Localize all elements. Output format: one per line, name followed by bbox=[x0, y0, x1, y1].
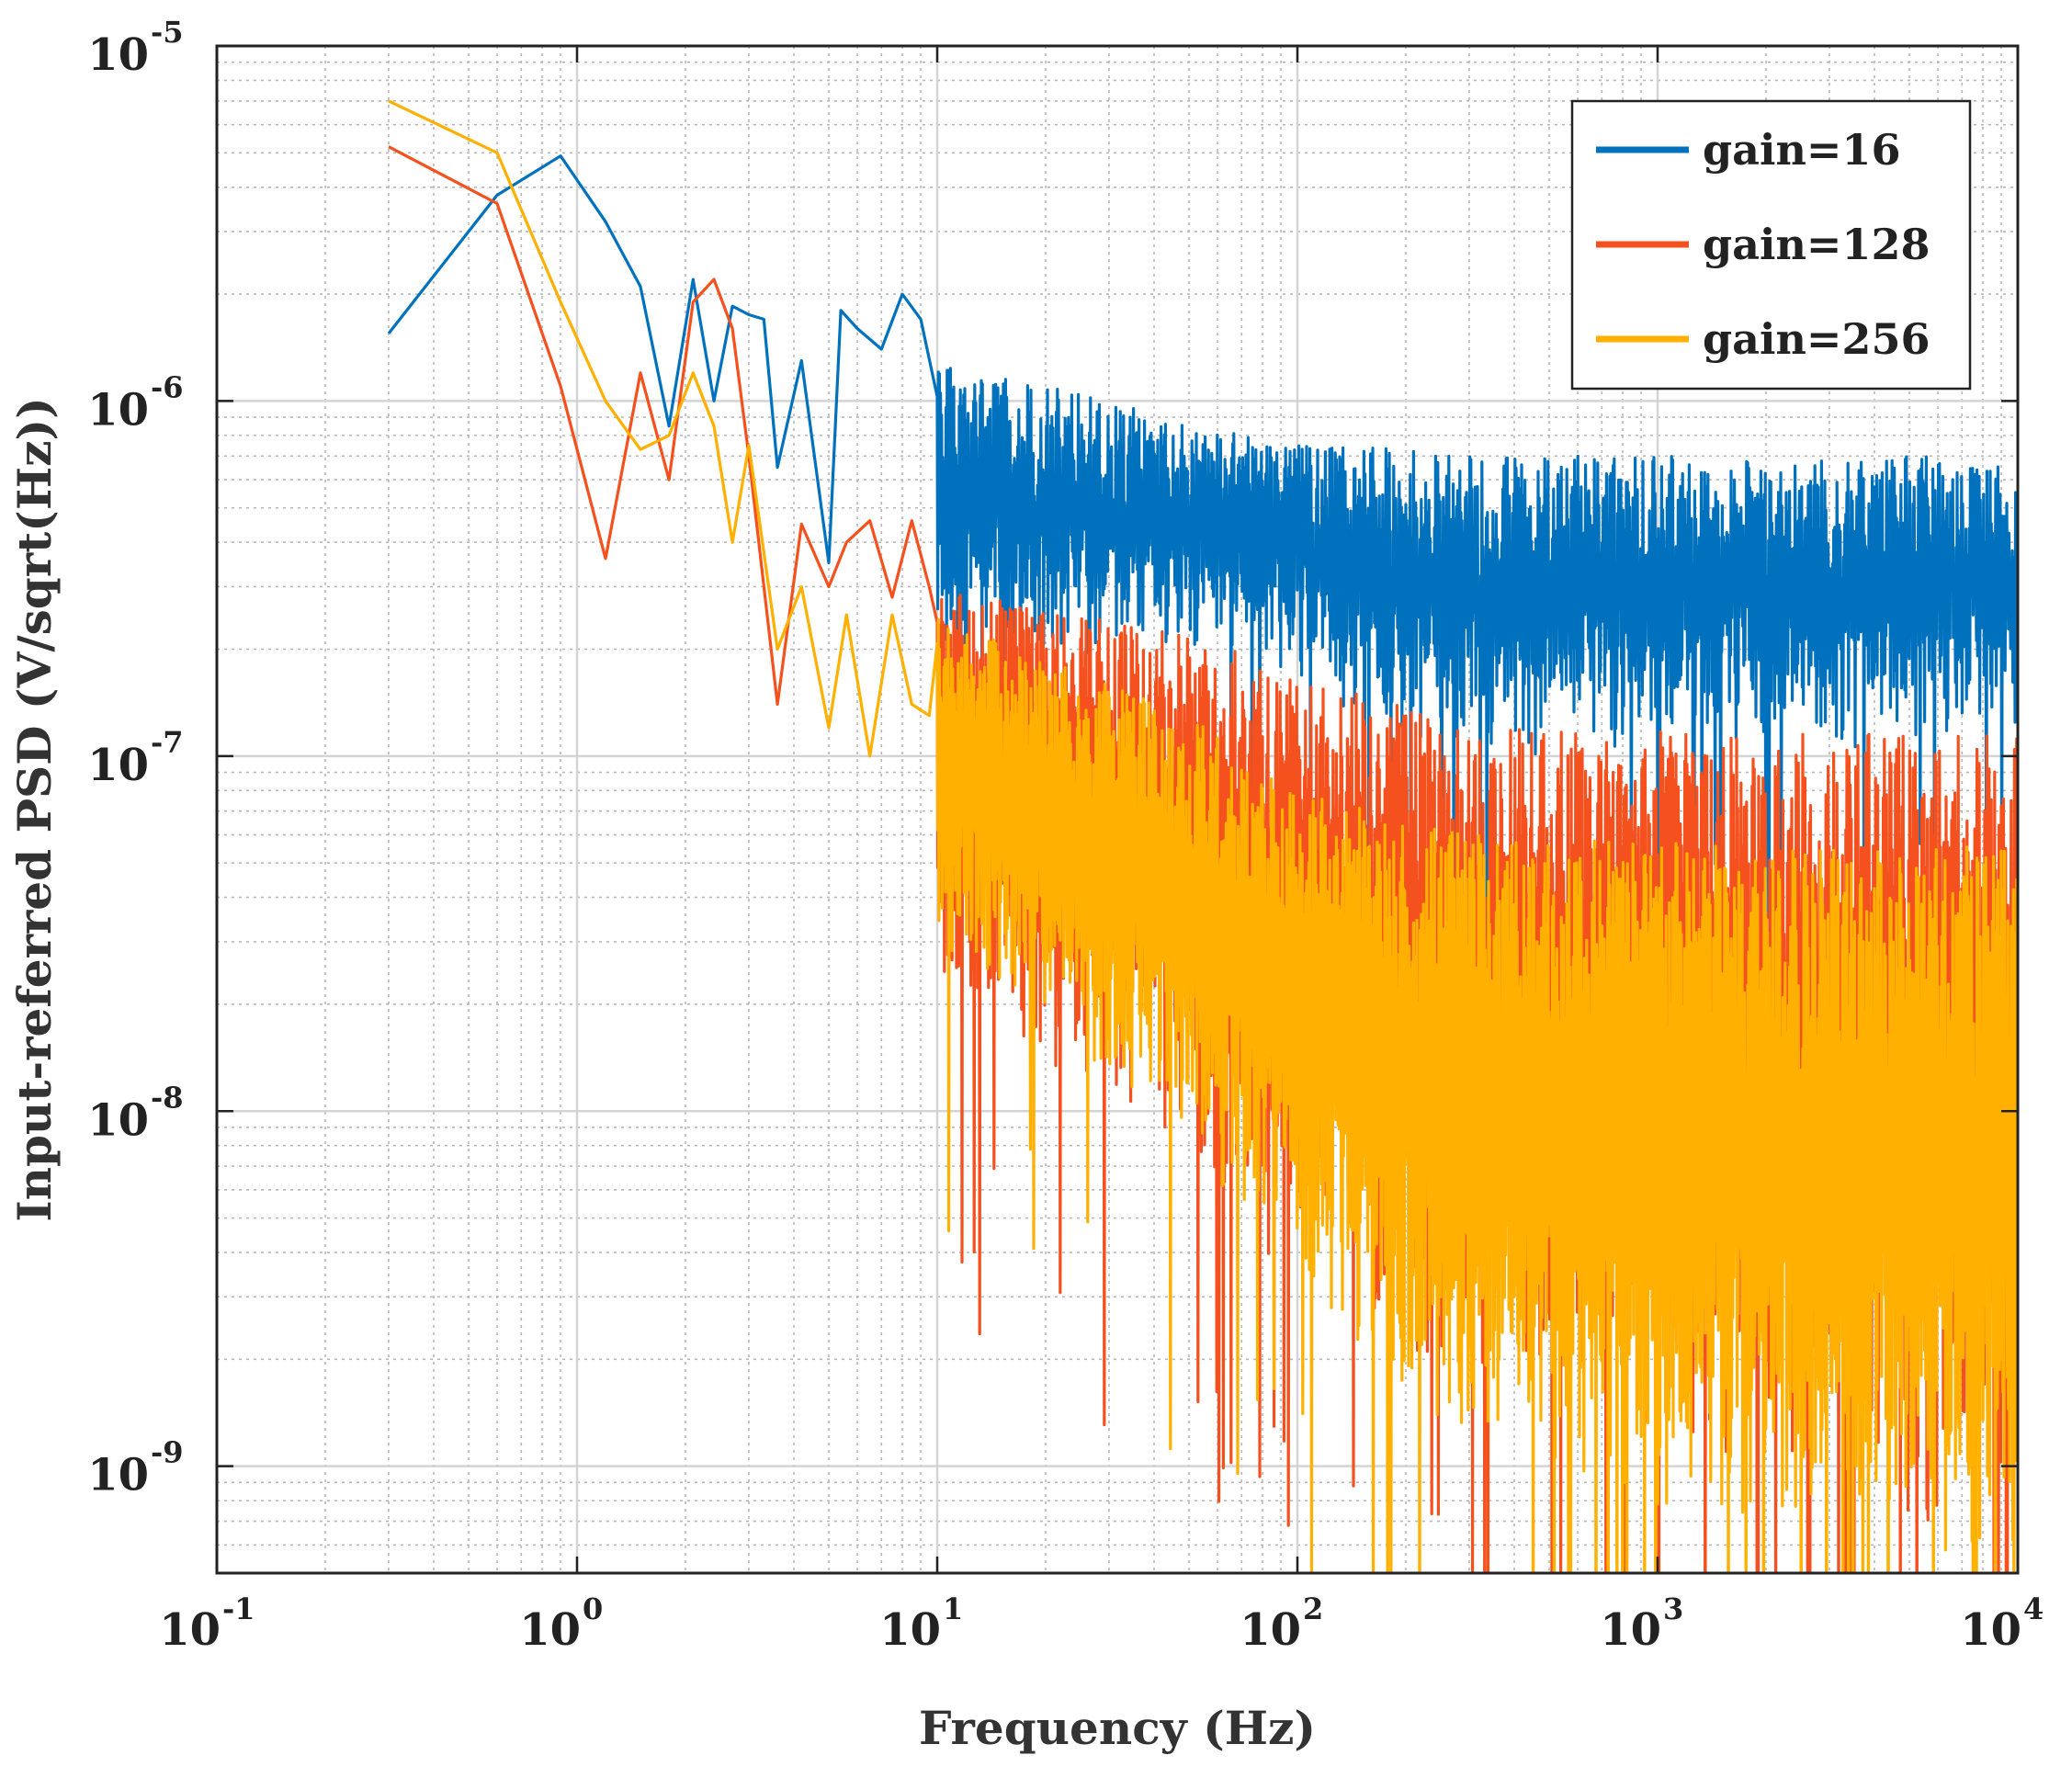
legend: gain=16 gain=128 gain=256 bbox=[1570, 99, 1972, 391]
svg-text:10: 10 bbox=[87, 29, 149, 81]
svg-text:2: 2 bbox=[1303, 1591, 1323, 1626]
series-layer bbox=[387, 99, 2018, 1573]
x-tick-label: 10 3 bbox=[1600, 1591, 1683, 1656]
legend-label-gain-256: gain=256 bbox=[1703, 314, 1930, 364]
svg-text:10: 10 bbox=[879, 1604, 941, 1656]
y-tick-label: 10 -9 bbox=[87, 1435, 183, 1501]
y-tick-label: 10 -7 bbox=[87, 725, 183, 791]
svg-text:10: 10 bbox=[87, 1094, 149, 1146]
y-axis-title: Input-referred PSD (V/sqrt(Hz)) bbox=[7, 397, 62, 1222]
x-tick-label: 10 0 bbox=[519, 1591, 603, 1656]
svg-text:3: 3 bbox=[1663, 1591, 1683, 1626]
svg-text:10: 10 bbox=[1240, 1604, 1301, 1656]
x-tick-labels: 10 -1 10 0 10 1 10 2 10 3 10 4 bbox=[159, 1591, 2044, 1656]
x-tick-label: 10 2 bbox=[1240, 1591, 1323, 1656]
x-tick-label: 10 1 bbox=[879, 1591, 963, 1656]
svg-text:-1: -1 bbox=[222, 1591, 255, 1626]
y-tick-labels: 10-910-810-710-610-5 bbox=[87, 15, 183, 1501]
svg-text:-8: -8 bbox=[151, 1080, 184, 1115]
legend-label-gain-16: gain=16 bbox=[1703, 125, 1900, 175]
x-tick-label: 10 -1 bbox=[159, 1591, 255, 1656]
x-axis-title: Frequency (Hz) bbox=[919, 1701, 1316, 1755]
svg-text:10: 10 bbox=[1960, 1604, 2021, 1656]
svg-text:10: 10 bbox=[159, 1604, 221, 1656]
y-tick-label: 10 -6 bbox=[87, 369, 183, 436]
svg-text:-5: -5 bbox=[151, 15, 184, 50]
y-tick-label: 10 -8 bbox=[87, 1080, 183, 1146]
svg-text:-7: -7 bbox=[151, 725, 184, 760]
series-line-gain-16 bbox=[387, 154, 2018, 1049]
series-line-gain-256 bbox=[388, 99, 2018, 1573]
svg-text:10: 10 bbox=[87, 1450, 149, 1501]
svg-text:10: 10 bbox=[519, 1604, 581, 1656]
y-tick-label: 10 -5 bbox=[87, 15, 183, 81]
legend-label-gain-128: gain=128 bbox=[1703, 220, 1930, 269]
svg-text:-6: -6 bbox=[151, 369, 184, 404]
x-tick-label: 10 4 bbox=[1960, 1591, 2044, 1656]
svg-text:10: 10 bbox=[1600, 1604, 1661, 1656]
svg-text:4: 4 bbox=[2023, 1591, 2044, 1626]
svg-text:10: 10 bbox=[87, 384, 149, 436]
axes-frame bbox=[215, 44, 2020, 1575]
svg-text:-9: -9 bbox=[151, 1435, 184, 1470]
svg-text:10: 10 bbox=[87, 740, 149, 791]
tick-marks bbox=[215, 44, 2020, 1573]
svg-text:0: 0 bbox=[583, 1591, 603, 1626]
svg-text:1: 1 bbox=[943, 1591, 963, 1626]
